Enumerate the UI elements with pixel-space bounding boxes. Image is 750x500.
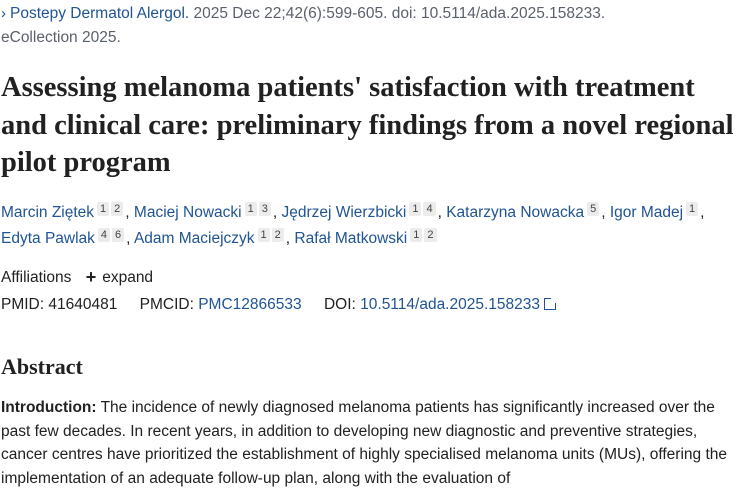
affiliation-badge[interactable]: 1 xyxy=(686,202,699,216)
affiliation-badge[interactable]: 1 xyxy=(244,202,257,216)
chevron-right-icon[interactable]: › xyxy=(1,5,6,22)
author-link[interactable]: Rafał Matkowski xyxy=(294,230,408,247)
pmid-value: 41640481 xyxy=(48,296,118,313)
author-affiliations: 5 xyxy=(587,200,601,226)
author-link[interactable]: Adam Maciejczyk xyxy=(133,230,255,247)
affiliation-badge[interactable]: 2 xyxy=(111,202,124,216)
introduction-label: Introduction: xyxy=(1,399,97,416)
doi-value: 10.5114/ada.2025.158233 xyxy=(360,296,541,313)
author-link[interactable]: Igor Madej xyxy=(609,204,684,221)
author-link[interactable]: Edyta Pawlak xyxy=(1,230,95,247)
external-link-icon xyxy=(544,297,558,310)
author-list: Marcin Ziętek 1 2, Maciej Nowacki 1 3, Jędrz… xyxy=(1,200,746,252)
affiliations-label: Affiliations xyxy=(1,269,72,286)
affiliation-badge[interactable]: 4 xyxy=(97,228,111,242)
affiliation-badge[interactable]: 5 xyxy=(587,202,600,216)
affiliation-badge[interactable]: 1 xyxy=(97,202,110,216)
author-link[interactable]: Katarzyna Nowacka xyxy=(446,204,585,221)
abstract-paragraph: Introduction: The incidence of newly dia… xyxy=(1,396,746,490)
citation: › Postepy Dermatol Alergol. 2025 Dec 22;4… xyxy=(1,2,741,50)
affiliation-badge[interactable]: 6 xyxy=(112,228,125,242)
affiliation-badge[interactable]: 1 xyxy=(410,228,423,242)
pmcid-label: PMCID: xyxy=(139,296,194,313)
author-link[interactable]: Jędrzej Wierzbicki xyxy=(281,204,407,221)
author-affiliations: 1 xyxy=(686,200,700,226)
ecollection: eCollection 2025. xyxy=(1,29,121,46)
identifiers-row: PMID: 41640481 PMCID: PMC12866533 DOI: 1… xyxy=(1,294,558,316)
affiliation-badge[interactable]: 2 xyxy=(271,228,284,242)
affiliation-badge[interactable]: 2 xyxy=(424,228,437,242)
doi-label: DOI: xyxy=(323,296,356,313)
introduction-text: The incidence of newly diagnosed melanom… xyxy=(1,399,727,487)
affiliation-badge[interactable]: 4 xyxy=(423,202,436,216)
author-link[interactable]: Marcin Ziętek xyxy=(1,204,95,221)
affiliation-badge[interactable]: 1 xyxy=(409,202,422,216)
journal-link[interactable]: Postepy Dermatol Alergol. xyxy=(10,5,190,22)
expand-label: expand xyxy=(102,269,154,286)
abstract-heading: Abstract xyxy=(1,354,83,379)
doi-link[interactable]: 10.5114/ada.2025.158233 xyxy=(360,296,558,313)
citation-details: 2025 Dec 22;42(6):599-605. doi: 10.5114/… xyxy=(189,5,606,22)
author-link[interactable]: Maciej Nowacki xyxy=(133,204,242,221)
pmid-label: PMID: xyxy=(1,296,45,313)
affiliation-badge[interactable]: 3 xyxy=(258,202,271,216)
affiliations-row: Affiliations + expand xyxy=(1,266,153,289)
affiliation-badge[interactable]: 1 xyxy=(257,228,270,242)
article-title: Assessing melanoma patients' satisfactio… xyxy=(1,72,734,178)
plus-icon: + xyxy=(85,267,97,287)
expand-affiliations-button[interactable]: + expand xyxy=(85,267,154,287)
pmcid-link[interactable]: PMC12866533 xyxy=(198,296,302,313)
